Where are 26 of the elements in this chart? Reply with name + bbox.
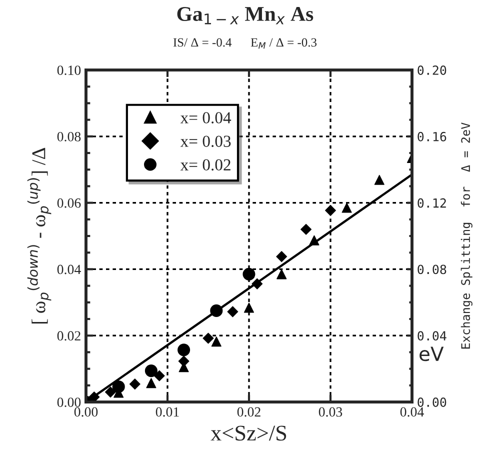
- y2-axis-title: Exchange Splitting for Δ = 2eV: [460, 122, 472, 349]
- y-tick-label: 0.10: [57, 66, 81, 76]
- text: eV: [420, 346, 444, 362]
- x-axis-title: x<Sz>/S: [210, 426, 286, 441]
- legend-label: x= 0.04: [180, 112, 232, 124]
- y2-tick-label: 0.00: [418, 398, 446, 407]
- y2-tick-label: 0.04: [418, 331, 446, 341]
- x-tick-label: 0.01: [156, 407, 179, 417]
- x-tick-label: 0.03: [318, 407, 342, 417]
- y-axis-title: [ ω$_{p}$$^{(down)}$ - ω$_{p}$$^{(up)}$] /Δ: [27, 148, 52, 324]
- y-tick-label: 0.00: [57, 398, 81, 408]
- y-tick-label: 0.04: [57, 264, 81, 274]
- x-tick-label: 0.02: [237, 407, 260, 417]
- chart-subtitle: IS/ Δ = -0.4 E$_{M}$ / Δ = -0.3: [173, 38, 317, 49]
- y2-tick-label: 0.16: [418, 132, 446, 142]
- y-tick-label: 0.02: [57, 331, 80, 341]
- y2-tick-label: 0.20: [418, 66, 446, 75]
- chart-title: Ga$_{1−x}$ Mn$_{x}$ As: [177, 7, 314, 24]
- legend-label: x= 0.02: [180, 159, 230, 171]
- x-tick-label: 0.00: [74, 407, 98, 417]
- x-tick-label: 0.04: [400, 407, 424, 417]
- y-tick-label: 0.08: [57, 132, 81, 142]
- y-tick-label: 0.06: [57, 198, 81, 208]
- y2-tick-label: 0.12: [418, 198, 446, 208]
- y2-tick-label: 0.08: [418, 264, 446, 274]
- legend-label: x= 0.03: [180, 136, 231, 148]
